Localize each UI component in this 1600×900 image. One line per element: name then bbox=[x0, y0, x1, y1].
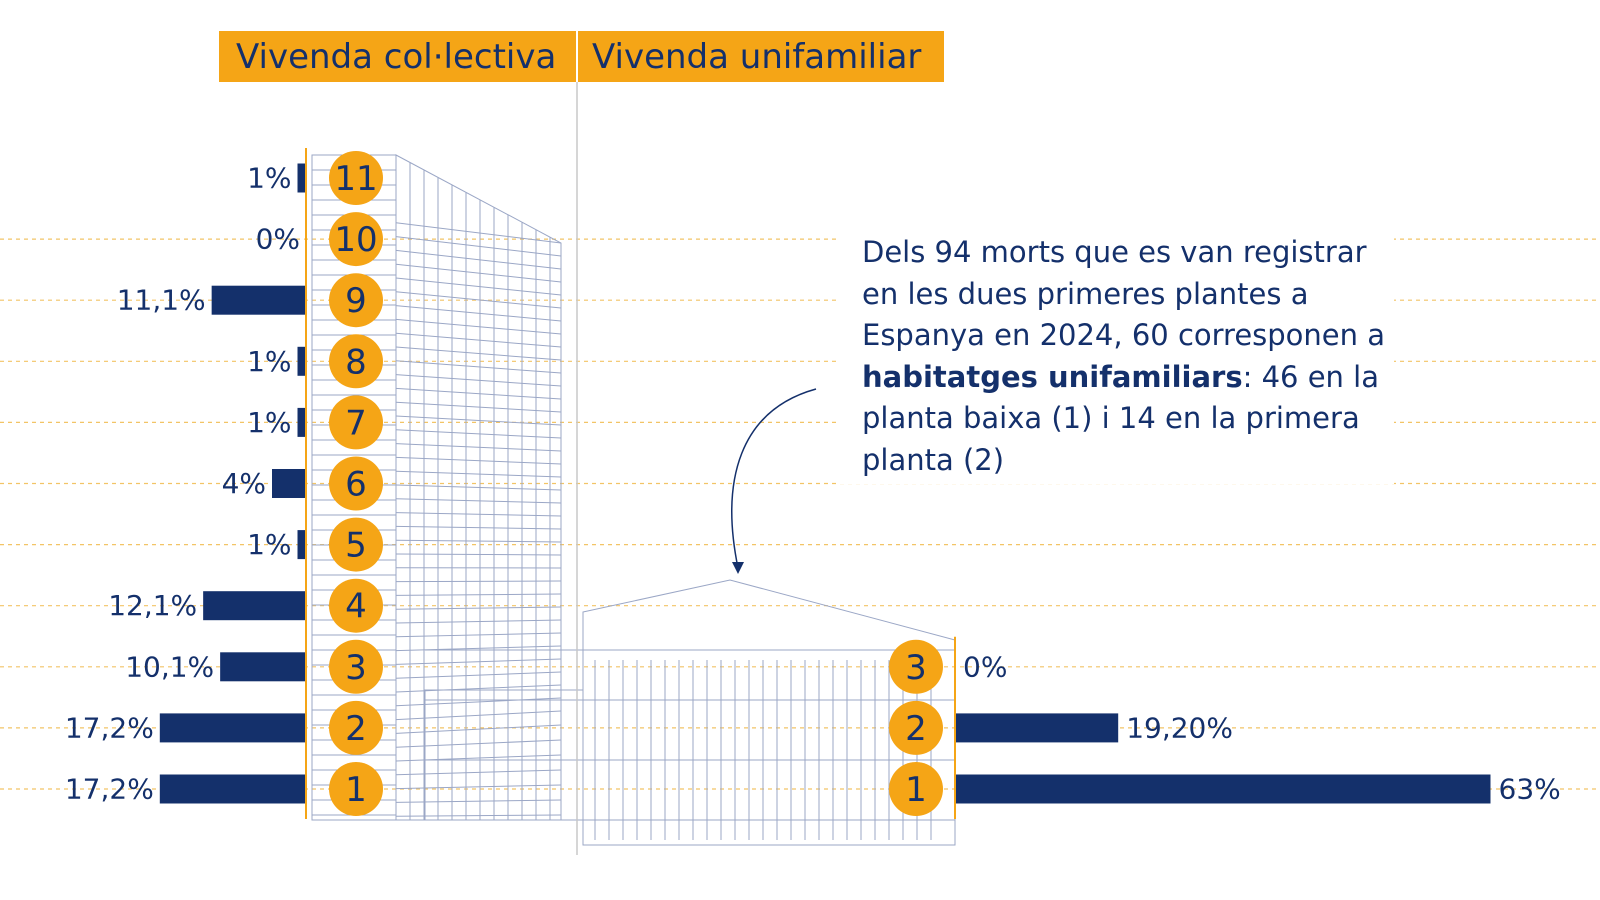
annotation-text: : 46 en la planta baixa (1) i 14 en la p… bbox=[862, 359, 1379, 477]
floor-badge bbox=[329, 700, 383, 755]
floor-label: 2 bbox=[905, 709, 927, 749]
value-label: 63% bbox=[1499, 773, 1561, 806]
value-label: 1% bbox=[247, 528, 291, 561]
bar bbox=[297, 530, 306, 560]
value-label: 17,2% bbox=[65, 773, 154, 806]
floor-badge bbox=[329, 334, 383, 389]
floor-badge bbox=[889, 762, 943, 816]
floor-badge bbox=[329, 151, 383, 205]
floor-label: 1 bbox=[905, 770, 927, 810]
floor-label: 7 bbox=[345, 403, 367, 443]
bar bbox=[272, 469, 306, 498]
bar bbox=[220, 652, 306, 682]
floor-label: 3 bbox=[905, 648, 927, 688]
floor-badge bbox=[329, 762, 383, 816]
header-title: Vivenda unifamiliar bbox=[592, 37, 921, 77]
floor-badge bbox=[329, 212, 383, 267]
arrow-head bbox=[732, 562, 744, 574]
floor-label: 4 bbox=[345, 587, 367, 627]
floor-label: 9 bbox=[345, 281, 367, 321]
floor-badge bbox=[329, 517, 383, 572]
header-title: Vivenda col·lectiva bbox=[236, 37, 556, 77]
header-box bbox=[578, 31, 944, 82]
floor-label: 5 bbox=[345, 526, 367, 566]
bar bbox=[211, 285, 306, 315]
value-label: 1% bbox=[247, 345, 291, 378]
annotation: Dels 94 morts que es van registrar en le… bbox=[862, 232, 1392, 481]
bar bbox=[297, 346, 306, 376]
header-box bbox=[219, 31, 576, 82]
value-label: 11,1% bbox=[117, 284, 206, 317]
value-label: 10,1% bbox=[125, 650, 214, 683]
mid-block bbox=[424, 689, 584, 821]
bar bbox=[159, 713, 306, 743]
floor-label: 11 bbox=[334, 159, 377, 199]
note-background bbox=[838, 222, 1394, 484]
bar bbox=[955, 774, 1491, 804]
value-label: 17,2% bbox=[65, 711, 154, 744]
arrow bbox=[731, 388, 817, 569]
floor-badge bbox=[329, 639, 383, 694]
value-label: 12,1% bbox=[108, 589, 197, 622]
floor-badge bbox=[329, 456, 383, 511]
floor-badge bbox=[889, 639, 943, 694]
floor-label: 6 bbox=[345, 465, 367, 505]
floor-label: 2 bbox=[345, 709, 367, 749]
floor-label: 3 bbox=[345, 648, 367, 688]
low-roof bbox=[582, 579, 956, 651]
value-label: 0% bbox=[963, 650, 1007, 683]
floor-badge bbox=[889, 700, 943, 755]
floor-label: 1 bbox=[345, 770, 367, 810]
value-label: 4% bbox=[222, 467, 266, 500]
floor-badge bbox=[329, 578, 383, 633]
bar bbox=[297, 163, 306, 193]
floor-badge bbox=[329, 395, 383, 450]
floor-label: 8 bbox=[345, 342, 367, 382]
value-label: 1% bbox=[247, 406, 291, 439]
annotation-text: Dels 94 morts que es van registrar en le… bbox=[862, 235, 1386, 352]
value-label: 19,20% bbox=[1126, 711, 1233, 744]
value-label: 1% bbox=[247, 162, 291, 195]
bar bbox=[297, 407, 306, 437]
value-label: 0% bbox=[256, 223, 300, 256]
bar bbox=[159, 774, 306, 804]
annotation-bold: habitatges unifamiliars bbox=[862, 359, 1243, 394]
floor-label: 10 bbox=[334, 220, 377, 260]
floor-badge bbox=[329, 273, 383, 328]
bar bbox=[203, 591, 306, 621]
bar bbox=[955, 713, 1119, 743]
